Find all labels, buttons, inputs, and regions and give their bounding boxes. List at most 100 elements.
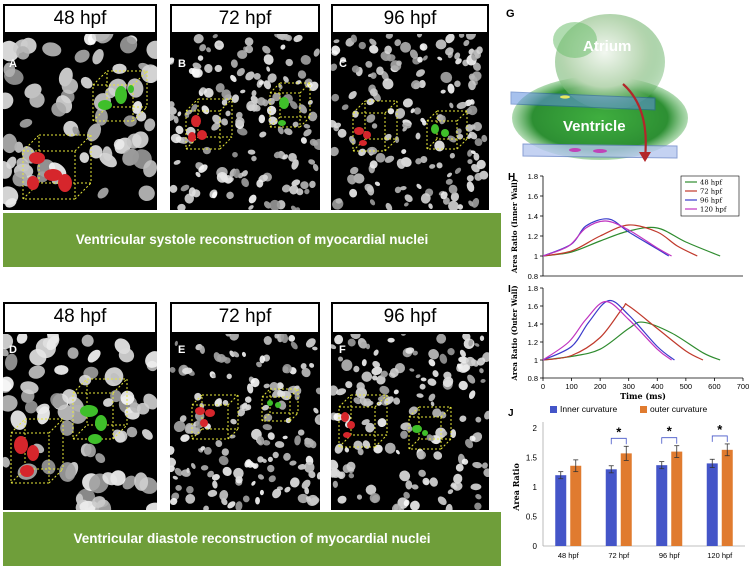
red-nucleus	[347, 421, 355, 429]
green-nucleus	[441, 129, 449, 137]
red-nucleus	[359, 140, 367, 146]
y-axis-label: Area Ratio (Outer Wall)	[510, 285, 519, 381]
panel-letter-b: B	[178, 58, 186, 70]
significance-bracket	[711, 435, 728, 442]
bar-outer-curvature	[570, 465, 582, 546]
chart-j: J 0 0.5 1 1.5 2 Area Ratio Inner curvature outer…	[505, 402, 749, 570]
red-nucleus	[44, 169, 62, 181]
significance-bracket	[661, 437, 678, 444]
red-nucleus	[188, 132, 196, 142]
stage-label-d: 48 hpf	[3, 302, 157, 334]
panel-e	[170, 333, 320, 510]
x-tick-label: 500	[680, 382, 693, 391]
nuclei-group	[331, 333, 489, 510]
green-nucleus	[422, 430, 428, 436]
green-nucleus	[267, 400, 273, 406]
red-nucleus	[197, 130, 207, 140]
chart-i: 0.8 1 1.2 1.4 1.6 1.8 0 100 200 300 400 500 600 700 Ti…	[505, 282, 749, 401]
y-tick-label: 0	[533, 542, 538, 551]
red-nucleus	[205, 409, 215, 417]
bar-outer-curvature	[671, 451, 683, 546]
legend-label: outer curvature	[650, 404, 707, 414]
y-tick-label: 1.6	[528, 192, 538, 201]
red-nucleus	[200, 419, 208, 427]
arrow-head	[639, 152, 651, 162]
y-tick-label: 1.4	[528, 320, 538, 329]
green-nucleus	[278, 120, 286, 126]
panel-letter-d: D	[9, 344, 17, 356]
panel-letter-g: G	[506, 8, 515, 20]
green-nucleus	[88, 434, 102, 444]
arrow-curve	[622, 83, 647, 159]
bar-Inner-curvature	[605, 469, 617, 546]
y-tick-label: 1	[533, 483, 538, 492]
series-line-120-hpf	[542, 220, 672, 257]
red-nucleus	[14, 436, 28, 454]
series-line-120-hpf	[542, 300, 672, 361]
red-nucleus	[20, 465, 34, 477]
y-tick-label: 0.5	[526, 513, 538, 522]
nuclei-group	[170, 333, 320, 510]
panel-letter: J	[508, 408, 514, 419]
panel-letter-c: C	[339, 58, 347, 70]
y-tick-label: 1.4	[528, 212, 538, 221]
red-nucleus	[195, 407, 205, 415]
y-tick-label: 1.2	[528, 232, 538, 241]
y-axis-label: Area Ratio (Inner Wall)	[510, 179, 519, 274]
legend-label: 72 hpf	[700, 188, 723, 196]
bar-Inner-curvature	[706, 463, 718, 546]
panel-d	[3, 333, 157, 510]
bar-outer-curvature	[721, 449, 733, 546]
green-nucleus	[95, 415, 107, 431]
legend-label: 120 hpf	[700, 206, 727, 214]
ventricle-label: Ventricle	[563, 118, 626, 135]
systole-banner: Ventricular systole reconstruction of my…	[3, 213, 501, 267]
bar-Inner-curvature	[555, 475, 567, 546]
red-nucleus	[29, 152, 45, 164]
bar-Inner-curvature	[656, 465, 668, 546]
red-nucleus	[363, 131, 371, 139]
x-tick-label: 120 hpf	[707, 551, 733, 560]
y-tick-label: 1.8	[528, 172, 538, 181]
panel-letter-f: F	[339, 344, 346, 356]
nuclei-group	[170, 33, 320, 210]
green-nucleus	[98, 100, 112, 110]
red-nucleus	[343, 432, 351, 438]
red-nucleus	[354, 127, 364, 135]
y-tick-label: 0.8	[528, 374, 538, 383]
panel-b	[170, 33, 320, 210]
y-tick-label: 1	[534, 356, 538, 365]
series-line-96-hpf	[542, 218, 670, 257]
x-tick-label: 700	[737, 382, 749, 391]
nuclei-group	[3, 333, 157, 510]
panel-c	[331, 33, 489, 210]
green-nucleus	[412, 425, 422, 433]
x-tick-label: 200	[594, 382, 607, 391]
y-axis-label: Area Ratio	[511, 463, 521, 512]
green-nucleus	[431, 124, 439, 134]
y-tick-label: 1.5	[526, 454, 538, 463]
red-nucleus	[27, 176, 39, 190]
series-line-48-hpf	[542, 226, 721, 257]
green-nucleus	[80, 405, 98, 417]
nuclei-group	[3, 33, 157, 208]
series-line-72-hpf	[542, 303, 704, 361]
legend-label: 48 hpf	[700, 179, 723, 187]
series-line-96-hpf	[542, 299, 675, 361]
atrium-label: Atrium	[583, 38, 632, 55]
legend-swatch	[640, 406, 647, 413]
upper-plane	[510, 91, 656, 111]
x-tick-label: 600	[708, 382, 721, 391]
panel-letter-a: A	[9, 58, 17, 70]
x-tick-label: 48 hpf	[558, 551, 580, 560]
red-nucleus	[27, 445, 39, 461]
green-nucleus	[128, 85, 134, 93]
y-tick-label: 1	[534, 252, 538, 261]
bar-outer-curvature	[620, 453, 632, 546]
series-line-72-hpf	[542, 224, 698, 257]
stage-label-f: 96 hpf	[331, 302, 489, 334]
panel-letter: H	[508, 172, 515, 183]
stage-label-b: 72 hpf	[170, 4, 320, 34]
green-nucleus	[275, 402, 281, 408]
stage-label-a: 48 hpf	[3, 4, 157, 34]
